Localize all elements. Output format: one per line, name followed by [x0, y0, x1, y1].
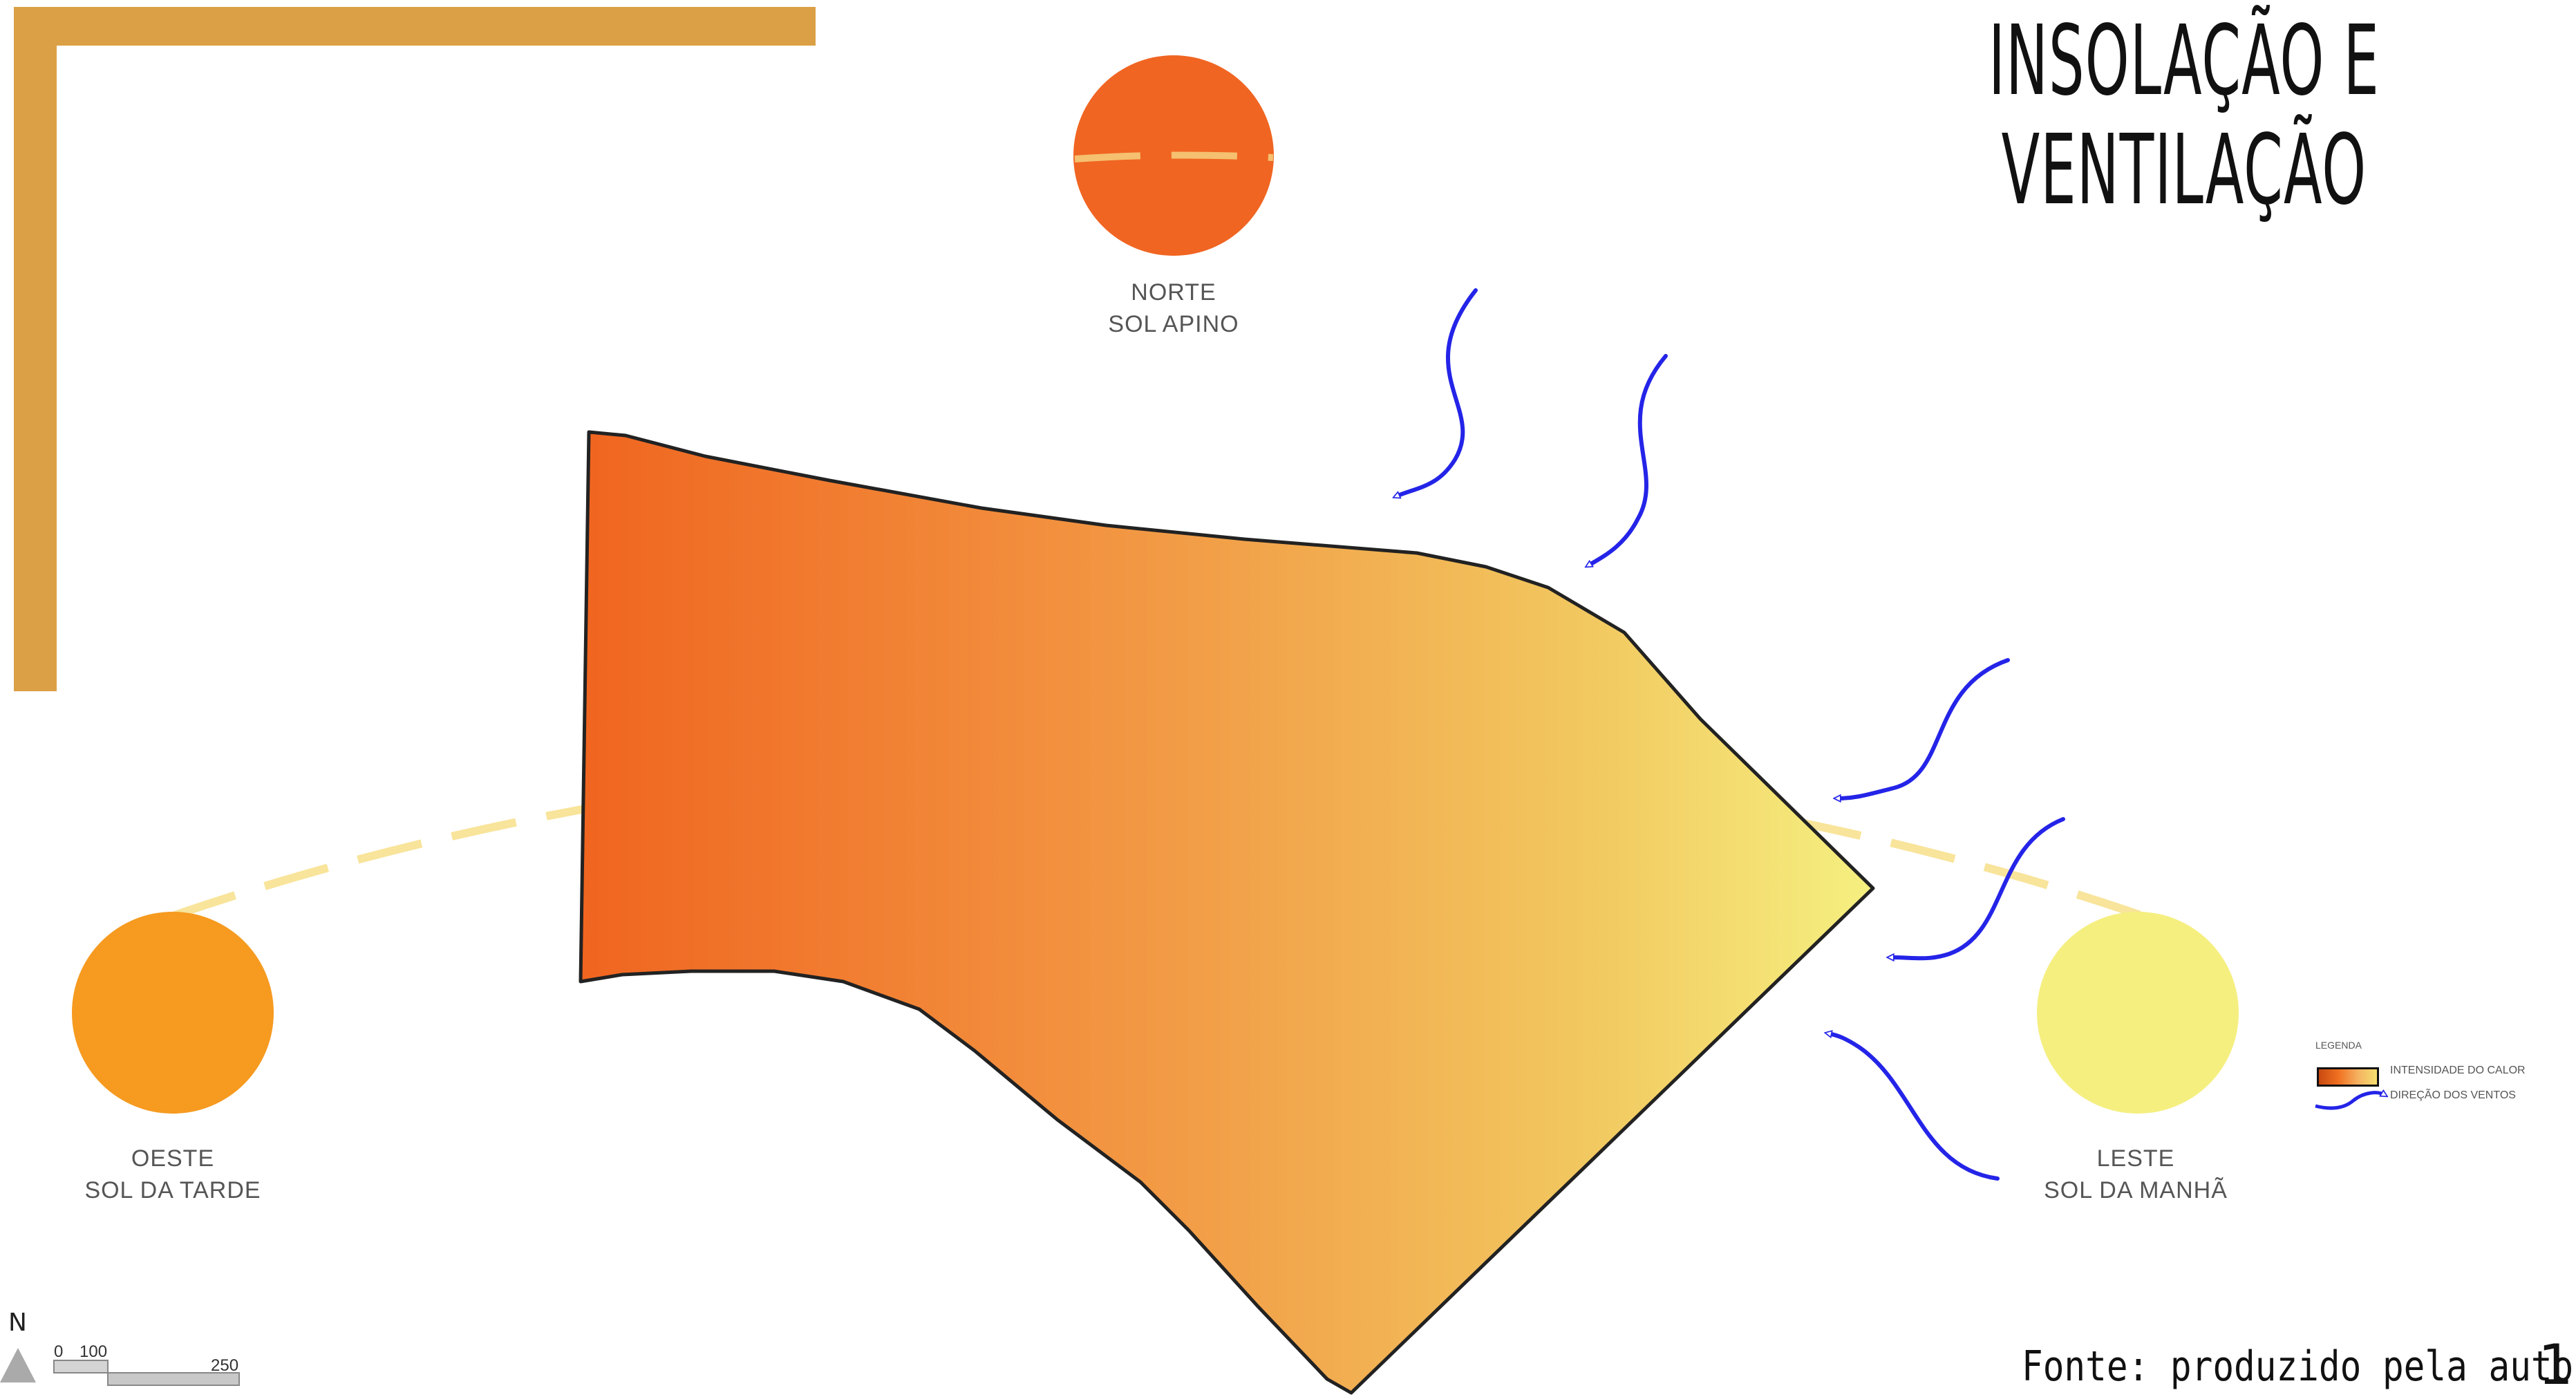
- source-caption: Fonte: produzido pela autora: [2022, 1342, 2576, 1391]
- page-number: 1: [2538, 1333, 2573, 1397]
- sun-east-label-line-2: SOL DA MANHÃ: [2044, 1177, 2228, 1203]
- wind-arrow-5: [1828, 1033, 2000, 1181]
- wind-arrows: [1396, 288, 2065, 1181]
- legend-title: LEGENDA: [2315, 1040, 2362, 1051]
- scale-bar-segment-2: [107, 1372, 240, 1386]
- frame-bracket-top: [14, 7, 816, 46]
- sun-west-label-line-2: SOL DA TARDE: [84, 1177, 261, 1203]
- wind-arrow-3: [1837, 658, 2010, 798]
- sun-north-label: NORTE SOL APINO: [1070, 276, 1277, 340]
- sun-west: [72, 912, 274, 1114]
- frame-bracket-left: [14, 7, 57, 691]
- scale-bar-segment-1: [53, 1360, 109, 1373]
- page-title-line-2: VENTILAÇÃO: [2001, 114, 2367, 227]
- sun-west-label: OESTE SOL DA TARDE: [55, 1143, 290, 1206]
- legend-heat-label: INTENSIDADE DO CALOR: [2390, 1065, 2526, 1076]
- sun-east-label: LESTE SOL DA MANHÃ: [2018, 1143, 2253, 1206]
- sun-north-label-line-1: NORTE: [1131, 279, 1216, 306]
- north-arrow-label: N: [8, 1309, 27, 1337]
- page-title-line-1: INSOLAÇÃO E: [1989, 5, 2380, 118]
- legend-wind-label: DIREÇÃO DOS VENTOS: [2390, 1089, 2516, 1101]
- sun-east: [2037, 912, 2239, 1114]
- sun-west-label-line-1: OESTE: [131, 1145, 215, 1172]
- scale-label-0: 0: [54, 1342, 64, 1361]
- legend-heat-swatch: [2317, 1067, 2379, 1087]
- legend-wind-symbol: [2315, 1093, 2385, 1110]
- sun-north-label-line-2: SOL APINO: [1108, 311, 1239, 337]
- wind-arrow-4: [1890, 817, 2065, 958]
- page-title: INSOLAÇÃO E VENTILAÇÃO: [1975, 7, 2392, 225]
- wind-arrow-1: [1396, 288, 1478, 496]
- sun-path-arc-over-north: [1074, 151, 1274, 162]
- sun-east-label-line-1: LESTE: [2096, 1145, 2175, 1172]
- scale-label-100: 100: [79, 1342, 108, 1361]
- scale-label-250: 250: [211, 1356, 239, 1375]
- north-arrow-icon: [0, 1348, 36, 1382]
- wind-arrow-2: [1588, 354, 1668, 565]
- site-plot-heat-map: [579, 430, 1875, 1395]
